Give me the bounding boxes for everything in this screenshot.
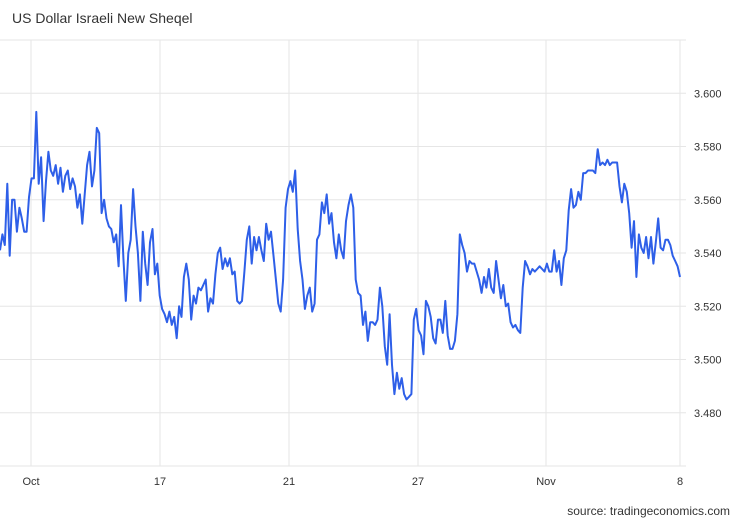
y-tick-label: 3.600 (694, 88, 722, 100)
x-tick-label: Oct (22, 476, 39, 488)
y-tick-label: 3.540 (694, 248, 722, 260)
source-label: source: tradingeconomics.com (567, 504, 730, 518)
series-line (0, 110, 681, 401)
x-tick-label: 8 (677, 476, 683, 488)
x-tick-label: 27 (412, 476, 424, 488)
y-axis: 3.600 3.580 3.560 3.540 3.520 3.500 3.480 (694, 88, 722, 420)
x-axis: Oct 17 21 27 Nov 8 (22, 476, 683, 488)
y-tick-label: 3.480 (694, 408, 722, 420)
series-layer (0, 110, 681, 401)
y-tick-label: 3.580 (694, 142, 722, 154)
x-tick-label: 17 (154, 476, 166, 488)
y-tick-label: 3.500 (694, 355, 722, 367)
x-tick-label: 21 (283, 476, 295, 488)
y-tick-label: 3.560 (694, 195, 722, 207)
chart-title: US Dollar Israeli New Sheqel (12, 10, 193, 26)
x-tick-label: Nov (536, 476, 556, 488)
y-tick-label: 3.520 (694, 301, 722, 313)
